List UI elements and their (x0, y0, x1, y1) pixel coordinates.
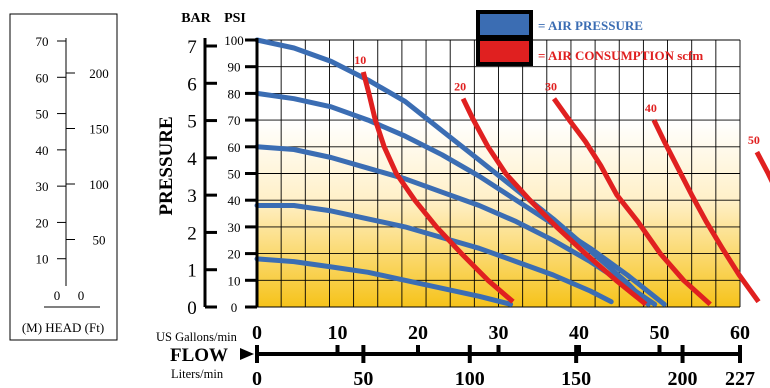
bar-unit-label: BAR (181, 11, 211, 26)
air-pressure-curve-4 (254, 203, 614, 305)
air-consumption-curve-40 (651, 119, 761, 304)
legend-label-air-consumption: = AIR CONSUMPTION scfm (538, 48, 703, 63)
psi-tick-label: 50 (228, 167, 241, 182)
psi-tick-label: 10 (228, 273, 241, 288)
head-m-tick-label: 20 (36, 215, 49, 230)
head-m-tick-label: 40 (36, 143, 49, 158)
legend-label-air-pressure: = AIR PRESSURE (538, 18, 643, 33)
air-pressure-curve-2 (254, 90, 667, 307)
plot-area: 10 20 30 40 50 (254, 37, 770, 308)
psi-tick-label: 90 (228, 60, 241, 75)
psi-unit-label: PSI (224, 11, 246, 26)
air-consumption-curves: 10 20 30 40 50 (354, 53, 770, 307)
head-meter-ticks: 70 60 50 40 30 20 10 0 (36, 34, 66, 303)
lpm-tick-label: 227 (725, 368, 755, 388)
air-consumption-label-40: 40 (645, 101, 657, 115)
bar-tick-label: 0 (187, 298, 197, 319)
gpm-axis-label: US Gallons/min (156, 330, 238, 344)
bar-tick-label: 1 (187, 261, 197, 282)
lpm-tick-label: 0 (252, 368, 262, 388)
head-panel-frame (9, 13, 118, 341)
air-consumption-curve-10 (360, 71, 515, 304)
air-consumption-label-30: 30 (545, 80, 557, 94)
bar-tick-label: 5 (187, 112, 197, 133)
lpm-axis-label: Liters/min (171, 367, 224, 381)
gpm-tick-label: 30 (489, 322, 509, 344)
psi-tick-label: 80 (228, 86, 241, 101)
head-ft-tick-label: 100 (89, 177, 109, 192)
head-m-tick-label: 50 (36, 107, 49, 122)
head-m-tick-label: 10 (36, 252, 49, 267)
bar-tick-label: 3 (187, 186, 197, 207)
head-ft-tick-label: 150 (89, 122, 109, 137)
bar-tick-label: 2 (187, 223, 197, 244)
head-ft-tick-label: 50 (93, 233, 106, 248)
head-ft-tick-label: 0 (78, 288, 85, 303)
psi-tick-label: 20 (228, 247, 241, 262)
head-m-tick-label: 30 (36, 179, 49, 194)
gpm-ticks: 0 10 20 30 40 50 60 (252, 322, 750, 344)
head-axis-label: (M) HEAD (Ft) (22, 320, 104, 335)
legend-swatch-air-pressure (480, 14, 529, 35)
psi-tick-label: 100 (224, 33, 244, 48)
flow-label: FLOW (170, 345, 228, 366)
lpm-tick-label: 150 (561, 368, 591, 388)
gpm-tick-label: 10 (328, 322, 348, 344)
air-consumption-label-20: 20 (454, 80, 466, 94)
flow-axis: 0 10 20 30 40 50 60 US Gallons/min FLOW 0 50 100… (156, 322, 755, 388)
psi-tick-label: 60 (228, 140, 241, 155)
bar-ticks: 7 6 5 4 3 2 1 0 (187, 37, 217, 319)
air-consumption-curve-20 (460, 97, 648, 307)
air-pressure-curve-5 (254, 256, 514, 307)
psi-tick-label: 30 (228, 220, 241, 235)
lpm-tick-label: 200 (668, 368, 698, 388)
pressure-axis-label: PRESSURE (156, 116, 177, 215)
air-consumption-label-10: 10 (354, 53, 366, 67)
head-m-tick-label: 70 (36, 34, 49, 49)
air-consumption-curve-30 (551, 97, 712, 307)
gpm-tick-label: 0 (252, 322, 262, 344)
head-m-tick-label: 0 (54, 288, 61, 303)
air-pressure-curves (254, 37, 667, 307)
psi-tick-label: 70 (228, 113, 241, 128)
air-consumption-label-50: 50 (748, 133, 760, 147)
legend-swatch-air-consumption (480, 41, 529, 62)
legend: = AIR PRESSURE = AIR CONSUMPTION scfm (476, 10, 703, 66)
psi-tick-label: 40 (228, 193, 241, 208)
head-m-tick-label: 60 (36, 70, 49, 85)
air-pressure-curve-1 (254, 37, 651, 307)
gpm-tick-label: 40 (569, 322, 589, 344)
lpm-tick-label: 100 (455, 368, 485, 388)
bar-tick-label: 4 (187, 149, 197, 170)
head-feet-ticks: 200 150 100 50 0 (66, 66, 109, 303)
gpm-tick-label: 20 (408, 322, 428, 344)
flow-arrow-icon (240, 348, 254, 360)
head-ft-tick-label: 200 (89, 66, 109, 81)
psi-tick-label: 0 (231, 300, 238, 315)
lpm-tick-label: 50 (353, 368, 373, 388)
bar-tick-label: 7 (187, 37, 197, 58)
bar-tick-label: 6 (187, 74, 197, 95)
air-consumption-curve-50 (754, 150, 770, 183)
gpm-tick-label: 50 (650, 322, 670, 344)
lpm-ticks: 0 50 100 150 200 227 (252, 345, 755, 388)
gpm-tick-label: 60 (730, 322, 750, 344)
